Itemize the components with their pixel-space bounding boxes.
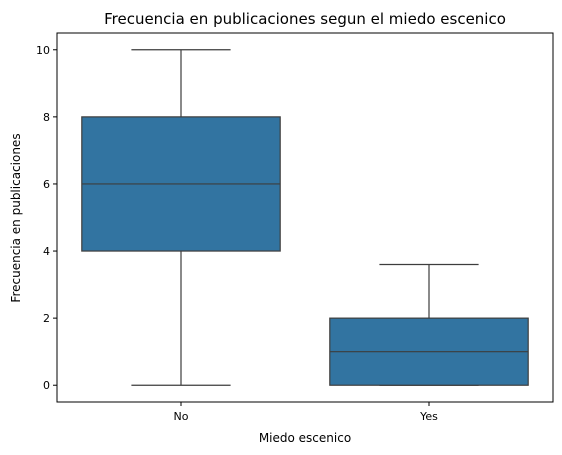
- chart-title: Frecuencia en publicaciones segun el mie…: [104, 10, 506, 28]
- y-tick-label-6: 6: [43, 178, 50, 191]
- axes-frame: [56, 32, 554, 403]
- y-tick-label-8: 8: [43, 111, 50, 124]
- x-axis-label: Miedo escenico: [259, 431, 351, 445]
- y-tick-label-0: 0: [43, 379, 50, 392]
- y-axis-label: Frecuencia en publicaciones: [9, 133, 23, 302]
- plot-area: No Yes 0 2 4 6 8 10: [36, 32, 554, 423]
- x-tick-label-no: No: [174, 410, 189, 423]
- x-tick-label-yes: Yes: [419, 410, 438, 423]
- y-tick-label-4: 4: [43, 245, 50, 258]
- y-tick-label-2: 2: [43, 312, 50, 325]
- y-tick-label-10: 10: [36, 44, 50, 57]
